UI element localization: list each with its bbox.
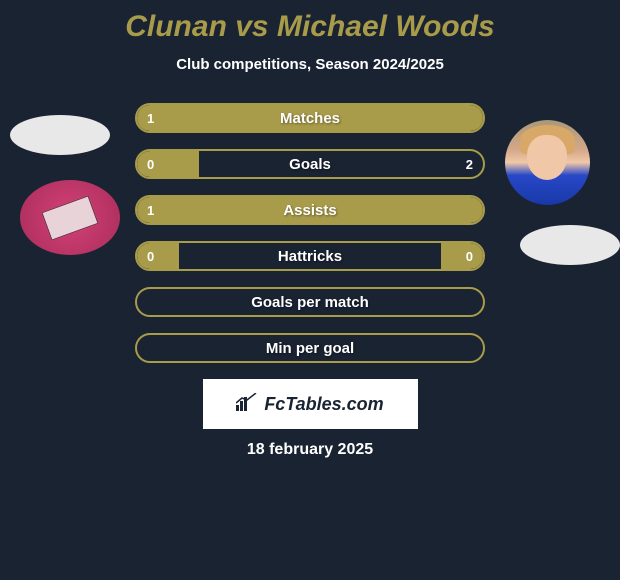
stat-bar: 1 Assists [135, 195, 485, 225]
bar-fill-left [137, 243, 179, 269]
stat-bar: Min per goal [135, 333, 485, 363]
stat-bar: 1 Matches [135, 103, 485, 133]
stat-bar: 0 0 Hattricks [135, 241, 485, 271]
bar-value-right: 0 [466, 249, 473, 264]
player-left-club-badge [20, 180, 120, 255]
bar-value-right: 2 [466, 157, 473, 172]
bar-label: Hattricks [278, 248, 342, 265]
page-title: Clunan vs Michael Woods [0, 10, 620, 44]
bar-label: Assists [283, 202, 336, 219]
stats-bars: 1 Matches 0 2 Goals 1 Assists 0 0 Hattricks Goals … [135, 103, 485, 363]
footer-logo: FcTables.com [203, 379, 418, 429]
avatar-face [527, 135, 567, 180]
footer-logo-text: FcTables.com [264, 394, 383, 415]
bar-value-left: 0 [147, 157, 154, 172]
stat-bar: Goals per match [135, 287, 485, 317]
club-badge-inner [41, 195, 98, 240]
stat-bar: 0 2 Goals [135, 149, 485, 179]
bar-label: Goals per match [251, 294, 369, 311]
bar-label: Goals [289, 156, 331, 173]
page-subtitle: Club competitions, Season 2024/2025 [0, 56, 620, 73]
bar-label: Matches [280, 110, 340, 127]
bar-value-left: 1 [147, 203, 154, 218]
player-left-avatar-placeholder [10, 115, 110, 155]
footer-date: 18 february 2025 [0, 441, 620, 459]
player-right-club-placeholder [520, 225, 620, 265]
bar-label: Min per goal [266, 340, 354, 357]
player-right-avatar [505, 120, 590, 205]
bar-value-left: 0 [147, 249, 154, 264]
chart-icon [236, 393, 258, 416]
bar-fill-right [441, 243, 483, 269]
comparison-infographic: Clunan vs Michael Woods Club competition… [0, 0, 620, 580]
bar-value-left: 1 [147, 111, 154, 126]
